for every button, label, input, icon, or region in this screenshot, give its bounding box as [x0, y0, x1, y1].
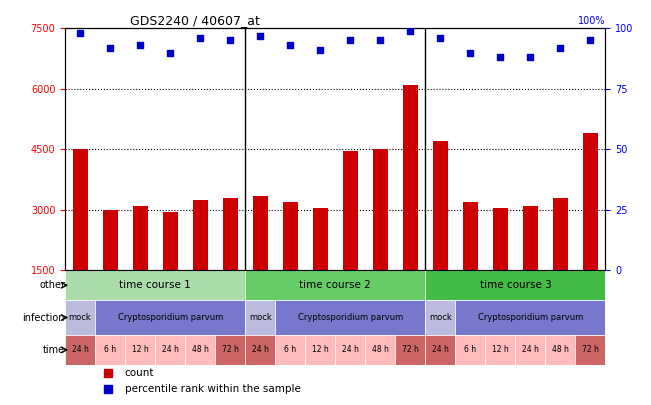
- FancyBboxPatch shape: [305, 335, 335, 364]
- Text: 24 h: 24 h: [432, 345, 449, 354]
- Point: [165, 49, 175, 56]
- Point: [105, 45, 115, 51]
- Text: 6 h: 6 h: [104, 345, 116, 354]
- Text: 72 h: 72 h: [402, 345, 419, 354]
- Text: Cryptosporidium parvum: Cryptosporidium parvum: [298, 313, 403, 322]
- FancyBboxPatch shape: [425, 300, 455, 335]
- FancyBboxPatch shape: [245, 271, 425, 300]
- FancyBboxPatch shape: [486, 335, 516, 364]
- FancyBboxPatch shape: [275, 335, 305, 364]
- Bar: [103, 210, 118, 331]
- Text: 48 h: 48 h: [372, 345, 389, 354]
- Bar: [283, 202, 298, 331]
- Bar: [553, 198, 568, 331]
- FancyBboxPatch shape: [155, 335, 185, 364]
- Bar: [253, 196, 268, 331]
- Bar: [493, 208, 508, 331]
- FancyBboxPatch shape: [125, 335, 155, 364]
- Text: time course 2: time course 2: [299, 280, 371, 290]
- Bar: [373, 149, 388, 331]
- Text: 24 h: 24 h: [342, 345, 359, 354]
- Bar: [433, 141, 448, 331]
- Text: 72 h: 72 h: [582, 345, 599, 354]
- FancyBboxPatch shape: [245, 300, 275, 335]
- Point: [315, 47, 326, 53]
- Point: [195, 35, 206, 41]
- Text: time: time: [43, 345, 65, 355]
- Point: [585, 37, 596, 44]
- Point: [75, 30, 85, 36]
- Text: 12 h: 12 h: [492, 345, 508, 354]
- Point: [255, 32, 266, 39]
- Point: [555, 45, 566, 51]
- FancyBboxPatch shape: [425, 335, 455, 364]
- Point: [285, 42, 296, 49]
- FancyBboxPatch shape: [455, 335, 486, 364]
- Bar: [73, 149, 88, 331]
- Bar: [583, 133, 598, 331]
- FancyBboxPatch shape: [65, 335, 95, 364]
- FancyBboxPatch shape: [245, 335, 275, 364]
- Text: mock: mock: [429, 313, 452, 322]
- Text: other: other: [39, 280, 65, 290]
- Point: [495, 54, 506, 61]
- FancyBboxPatch shape: [455, 300, 605, 335]
- Text: 24 h: 24 h: [161, 345, 178, 354]
- Text: GDS2240 / 40607_at: GDS2240 / 40607_at: [130, 14, 260, 27]
- FancyBboxPatch shape: [516, 335, 546, 364]
- Text: 100%: 100%: [578, 16, 605, 26]
- FancyBboxPatch shape: [395, 335, 425, 364]
- Text: mock: mock: [69, 313, 92, 322]
- Point: [465, 49, 475, 56]
- FancyBboxPatch shape: [275, 300, 425, 335]
- Bar: [193, 200, 208, 331]
- Bar: [312, 208, 327, 331]
- FancyBboxPatch shape: [65, 271, 245, 300]
- FancyBboxPatch shape: [95, 300, 245, 335]
- FancyBboxPatch shape: [546, 335, 575, 364]
- Text: time course 3: time course 3: [480, 280, 551, 290]
- Text: 6 h: 6 h: [464, 345, 477, 354]
- Text: Cryptosporidium parvum: Cryptosporidium parvum: [118, 313, 223, 322]
- Text: 12 h: 12 h: [132, 345, 148, 354]
- Bar: [223, 198, 238, 331]
- Point: [345, 37, 355, 44]
- FancyBboxPatch shape: [425, 271, 605, 300]
- Point: [135, 42, 145, 49]
- Bar: [163, 212, 178, 331]
- Text: 48 h: 48 h: [192, 345, 208, 354]
- FancyBboxPatch shape: [575, 335, 605, 364]
- Text: time course 1: time course 1: [119, 280, 191, 290]
- FancyBboxPatch shape: [185, 335, 215, 364]
- Text: infection: infection: [23, 313, 65, 322]
- FancyBboxPatch shape: [95, 335, 125, 364]
- Text: percentile rank within the sample: percentile rank within the sample: [124, 384, 300, 394]
- Text: 12 h: 12 h: [312, 345, 329, 354]
- Text: 24 h: 24 h: [252, 345, 269, 354]
- Text: 6 h: 6 h: [284, 345, 296, 354]
- Text: 48 h: 48 h: [552, 345, 569, 354]
- Bar: [463, 202, 478, 331]
- FancyBboxPatch shape: [365, 335, 395, 364]
- Point: [435, 35, 445, 41]
- Point: [225, 37, 236, 44]
- Point: [375, 37, 385, 44]
- Bar: [523, 206, 538, 331]
- Text: 24 h: 24 h: [72, 345, 89, 354]
- Text: mock: mock: [249, 313, 271, 322]
- Bar: [343, 151, 358, 331]
- Text: Cryptosporidium parvum: Cryptosporidium parvum: [478, 313, 583, 322]
- FancyBboxPatch shape: [65, 300, 95, 335]
- Bar: [133, 206, 148, 331]
- Point: [525, 54, 536, 61]
- FancyBboxPatch shape: [335, 335, 365, 364]
- FancyBboxPatch shape: [215, 335, 245, 364]
- Bar: [403, 85, 418, 331]
- Text: 24 h: 24 h: [522, 345, 539, 354]
- Text: 72 h: 72 h: [222, 345, 239, 354]
- Point: [405, 28, 415, 34]
- Text: count: count: [124, 368, 154, 378]
